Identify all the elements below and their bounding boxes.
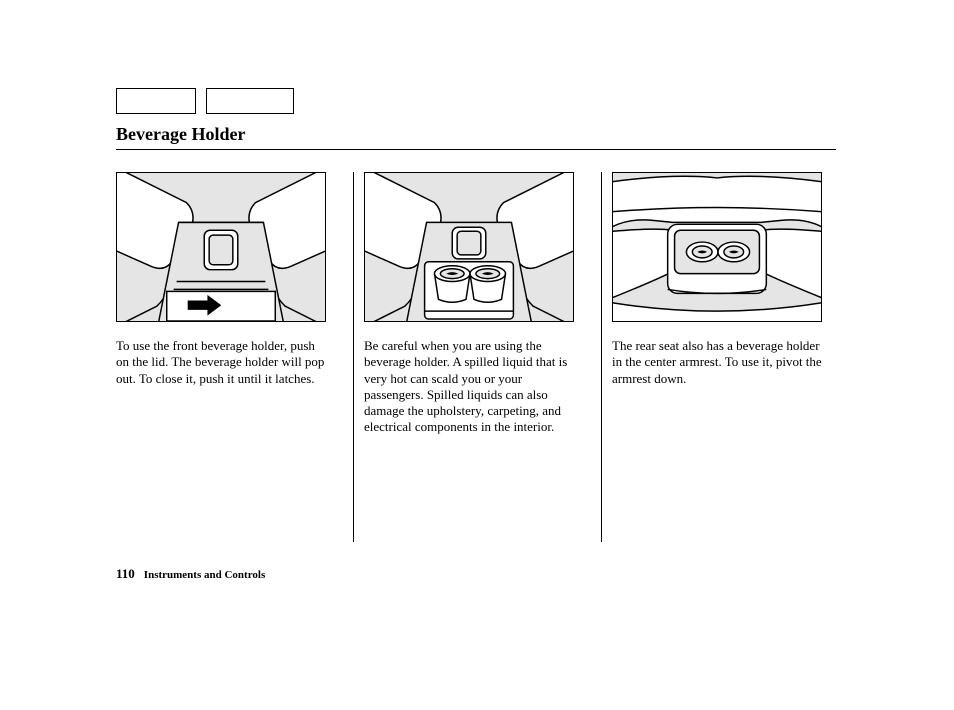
header-boxes	[116, 88, 294, 114]
title-rule	[116, 149, 836, 150]
page-title: Beverage Holder	[116, 124, 836, 149]
column-2-text: Be careful when you are using the bevera…	[364, 338, 574, 436]
column-3: The rear seat also has a beverage holder…	[601, 172, 837, 542]
column-1-text: To use the front beverage holder, push o…	[116, 338, 326, 387]
chapter-name: Instruments and Controls	[144, 569, 265, 581]
manual-page: Beverage Holder	[0, 0, 954, 710]
column-1: To use the front beverage holder, push o…	[116, 172, 341, 542]
title-row: Beverage Holder	[116, 124, 836, 150]
header-box-1	[116, 88, 196, 114]
page-number: 110	[116, 566, 135, 581]
figure-front-holder-closed	[116, 172, 326, 322]
column-2: Be careful when you are using the bevera…	[353, 172, 589, 542]
footer: 110 Instruments and Controls	[116, 566, 265, 582]
figure-rear-armrest	[612, 172, 822, 322]
figure-front-holder-open	[364, 172, 574, 322]
columns: To use the front beverage holder, push o…	[116, 172, 840, 542]
header-box-2	[206, 88, 294, 114]
column-3-text: The rear seat also has a beverage holder…	[612, 338, 822, 387]
